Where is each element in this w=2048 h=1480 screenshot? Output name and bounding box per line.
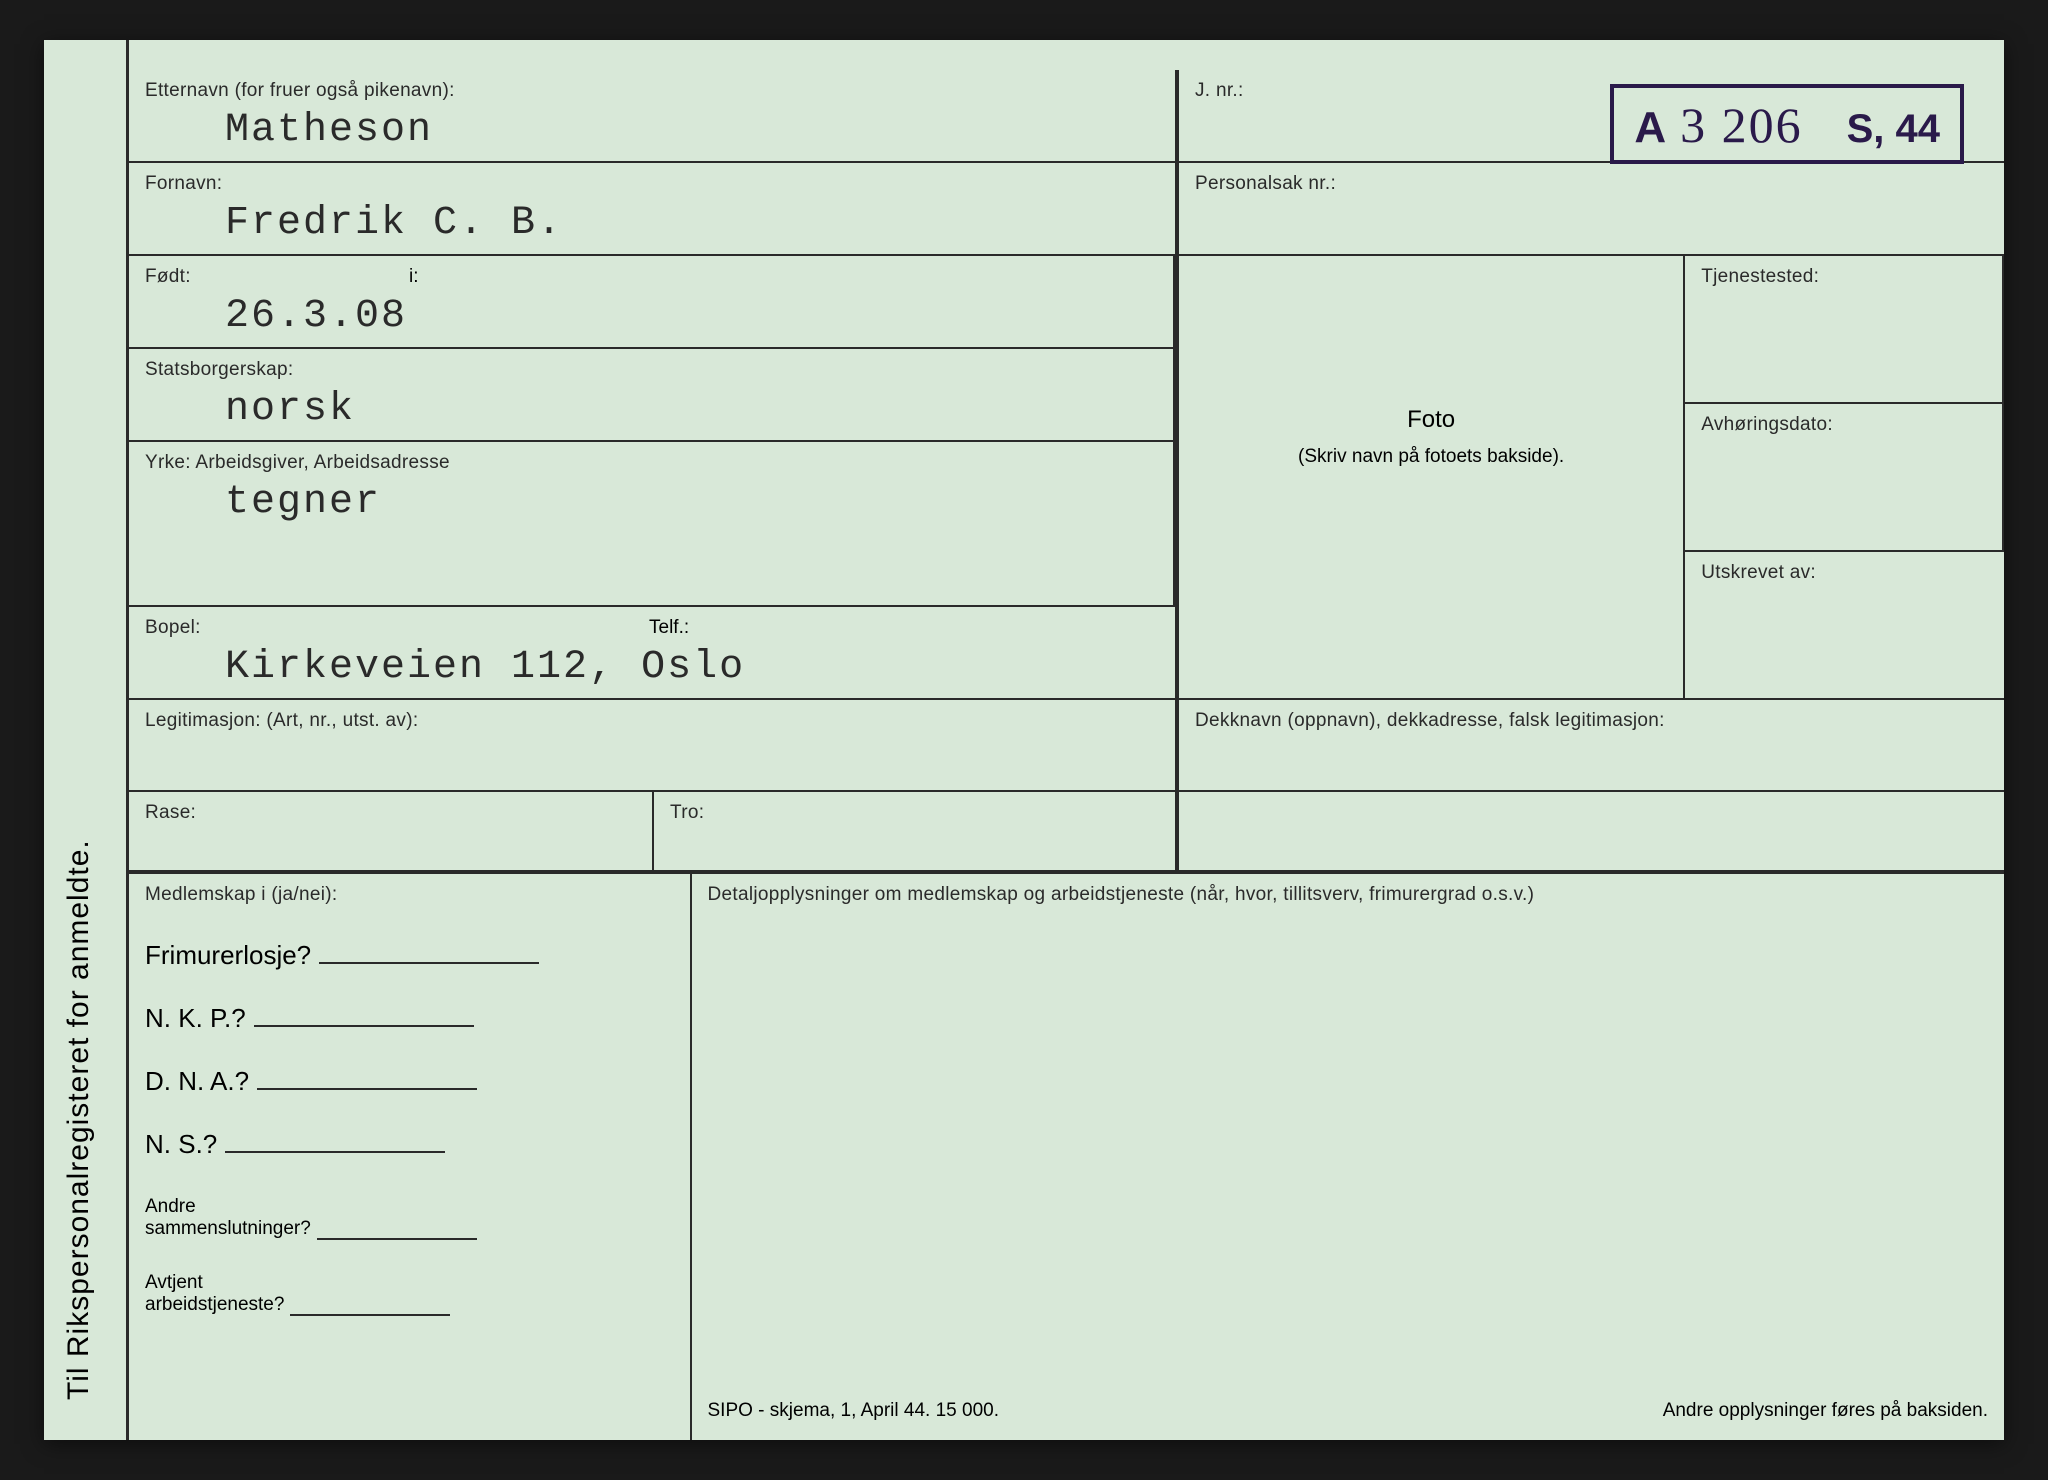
cell-dekknavn-cont [1179,792,2004,870]
label-dna: D. N. A.? [145,1066,249,1097]
label-citizenship: Statsborgerskap: [145,359,1157,381]
value-forename: Fredrik C. B. [145,201,1159,246]
label-born-in: i: [409,266,419,288]
form-area: Etternavn (for fruer også pikenavn): Mat… [126,40,2004,1440]
row-rase: Rase: Tro: [129,792,2004,874]
right-mid-col: Tjenestested: Avhøringsdato: Utskrevet a… [1685,256,2004,698]
row-andre-samm: Andre sammenslutninger? [145,1196,674,1240]
line-andre [317,1238,477,1240]
label-avtjent1: Avtjent [145,1272,450,1294]
label-surname: Etternavn (for fruer også pikenavn): [145,80,1159,102]
vertical-title: Til Rikspersonalregisteret for anmeldte. [44,40,126,1440]
label-utskrevet: Utskrevet av: [1701,562,1988,584]
cell-foto: Foto (Skriv navn på fotoets bakside). [1179,256,1683,698]
value-address: Kirkeveien 112, Oslo [145,645,1159,690]
value-occupation: tegner [145,480,1157,525]
row-nkp: N. K. P.? [145,1003,674,1034]
label-phone: Telf.: [649,617,689,639]
label-detalj: Detaljopplysninger om medlemskap og arbe… [708,884,1989,906]
registration-card: Til Rikspersonalregisteret for anmeldte.… [44,40,2004,1440]
label-born: Født: [145,266,1157,288]
footer-sipo: SIPO - skjema, 1, April 44. 15 000. [708,1400,999,1422]
label-avhoring: Avhøringsdato: [1701,414,1986,436]
cell-dekknavn: Dekknavn (oppnavn), dekkadresse, falsk l… [1179,700,2004,790]
left-mid-col: Født: i: 26.3.08 Statsborgerskap: norsk … [129,256,1179,698]
row-avtjent: Avtjent arbeidstjeneste? [145,1272,674,1316]
label-ns: N. S.? [145,1129,217,1160]
bottom-section: Medlemskap i (ja/nei): Frimurerlosje? N.… [129,874,2004,1440]
label-nkp: N. K. P.? [145,1003,246,1034]
cell-born: Født: i: 26.3.08 [129,256,1175,349]
label-frimurer: Frimurerlosje? [145,940,311,971]
cell-legitimasjon: Legitimasjon: (Art, nr., utst. av): [129,700,1179,790]
cell-personalsak: Personalsak nr.: [1179,163,2004,254]
line-frimurer [319,940,539,964]
row-frimurer: Frimurerlosje? [145,940,674,971]
line-avtjent [290,1314,450,1316]
row-ns: N. S.? [145,1129,674,1160]
label-tro: Tro: [670,802,1159,824]
stamp-box: A 3 206 S, 44 [1610,84,1964,164]
cell-rase: Rase: [129,792,654,870]
row-dna: D. N. A.? [145,1066,674,1097]
label-rase: Rase: [145,802,636,824]
stamp-prefix: A [1634,103,1666,153]
row-legit: Legitimasjon: (Art, nr., utst. av): Dekk… [129,700,2004,792]
label-legitimasjon: Legitimasjon: (Art, nr., utst. av): [145,710,1159,732]
label-medlemskap: Medlemskap i (ja/nei): [145,884,674,906]
row-forename: Fornavn: Fredrik C. B. Personalsak nr.: [129,163,2004,256]
cell-utskrevet: Utskrevet av: [1685,552,2004,698]
foto-sublabel: (Skriv navn på fotoets bakside). [1195,446,1667,468]
cell-tro: Tro: [654,792,1179,870]
line-ns [225,1129,445,1153]
label-tjenestested: Tjenestested: [1701,266,1986,288]
stamp-number: 3 206 [1680,96,1803,154]
cell-address: Bopel: Telf.: Kirkeveien 112, Oslo [129,607,1175,698]
cell-citizenship: Statsborgerskap: norsk [129,349,1175,442]
label-personalsak: Personalsak nr.: [1195,173,1988,195]
value-born: 26.3.08 [145,294,1157,339]
line-nkp [254,1003,474,1027]
value-citizenship: norsk [145,387,1157,432]
stamp-suffix: S, 44 [1847,107,1940,152]
label-forename: Fornavn: [145,173,1159,195]
label-andre1: Andre [145,1196,477,1218]
cell-occupation: Yrke: Arbeidsgiver, Arbeidsadresse tegne… [129,442,1175,607]
middle-block: Født: i: 26.3.08 Statsborgerskap: norsk … [129,256,2004,700]
cell-jnr: J. nr.: A 3 206 S, 44 [1179,70,2004,161]
row-surname: Etternavn (for fruer også pikenavn): Mat… [129,70,2004,163]
membership-panel: Medlemskap i (ja/nei): Frimurerlosje? N.… [129,874,692,1440]
label-avtjent2: arbeidstjeneste? [145,1294,284,1316]
label-occupation: Yrke: Arbeidsgiver, Arbeidsadresse [145,452,1157,474]
foto-col: Foto (Skriv navn på fotoets bakside). [1179,256,1685,698]
cell-tjenestested: Tjenestested: [1685,256,2004,404]
detail-panel: Detaljopplysninger om medlemskap og arbe… [692,874,2005,1440]
label-dekknavn: Dekknavn (oppnavn), dekkadresse, falsk l… [1195,710,1988,732]
line-dna [257,1066,477,1090]
document-frame: Til Rikspersonalregisteret for anmeldte.… [0,0,2048,1480]
label-andre2: sammenslutninger? [145,1218,311,1240]
footer-andre: Andre opplysninger føres på baksiden. [1663,1400,1988,1422]
cell-forename: Fornavn: Fredrik C. B. [129,163,1179,254]
cell-surname: Etternavn (for fruer også pikenavn): Mat… [129,70,1179,161]
foto-label: Foto [1195,406,1667,434]
cell-avhoring: Avhøringsdato: [1685,404,2004,552]
value-surname: Matheson [145,108,1159,153]
